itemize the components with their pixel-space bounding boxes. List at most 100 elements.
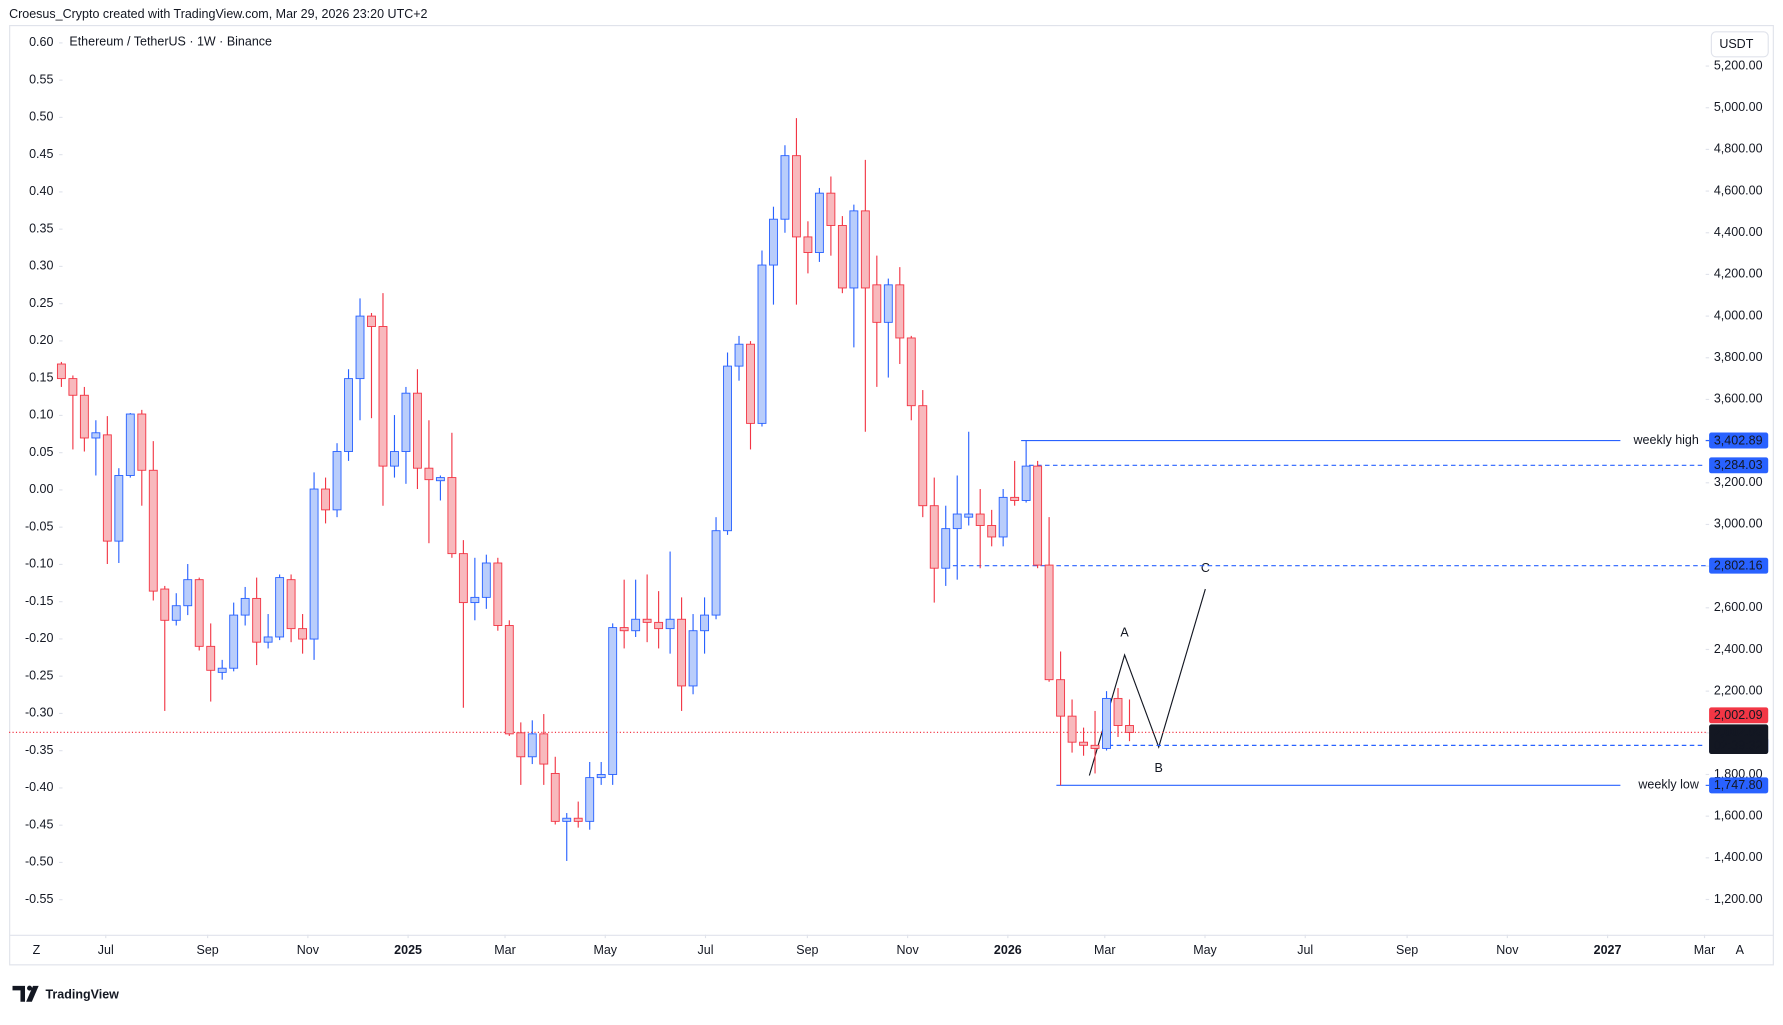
y2-tick-label: 0.25 xyxy=(29,296,53,310)
candle-body xyxy=(734,343,744,367)
candle-body xyxy=(493,562,503,626)
x-tick-label: Jul xyxy=(98,943,114,957)
y-tick-label: 2,600.00 xyxy=(1714,600,1763,614)
x-tick-label: Mar xyxy=(1094,943,1116,957)
candle-body xyxy=(964,513,974,518)
y-tick-label: 4,000.00 xyxy=(1714,308,1763,322)
y2-tick-label: -0.05 xyxy=(25,519,54,533)
y-tick-label: 3,600.00 xyxy=(1714,392,1763,406)
y2-tick-label: 0.60 xyxy=(29,35,53,49)
candle-body xyxy=(424,467,434,481)
x-tick-label: Sep xyxy=(1396,943,1418,957)
candle-body xyxy=(998,496,1008,538)
scale-button[interactable]: A xyxy=(1736,943,1745,957)
y-tick-label: 5,200.00 xyxy=(1714,58,1763,72)
level-price-label: 2,802.16 xyxy=(1714,559,1763,573)
candle-body xyxy=(918,405,928,507)
candle-body xyxy=(803,236,813,254)
level-price-box xyxy=(1709,457,1769,474)
y-tick-label: 3,200.00 xyxy=(1714,475,1763,489)
plot: 1,200.001,400.001,600.001,800.002,000.00… xyxy=(9,35,1769,957)
candle-body xyxy=(642,618,652,623)
candle-body xyxy=(987,525,997,538)
candle-body xyxy=(562,817,572,822)
y2-tick-label: 0.05 xyxy=(29,445,53,459)
candle-body xyxy=(975,513,985,526)
candle-body xyxy=(68,378,78,396)
candle-body xyxy=(91,432,101,439)
candle-body xyxy=(700,614,709,632)
y2-tick-label: 0.55 xyxy=(29,72,53,86)
level-price-box xyxy=(1709,557,1769,574)
candle-body xyxy=(458,553,468,604)
candle-body xyxy=(1113,697,1123,726)
candle-body xyxy=(665,618,675,630)
candle-body xyxy=(481,562,491,598)
y2-tick-label: -0.35 xyxy=(25,743,54,757)
last-price-label: 2,002.09 xyxy=(1714,708,1763,722)
candle-body xyxy=(711,530,721,616)
y2-tick-label: 0.00 xyxy=(29,482,53,496)
candle-body xyxy=(826,192,836,226)
candle-body xyxy=(516,732,526,758)
candle-body xyxy=(941,528,951,569)
level-name: weekly low xyxy=(1637,778,1699,792)
level-price-label: 3,284.03 xyxy=(1714,458,1763,472)
y-tick-label: 2,200.00 xyxy=(1714,683,1763,697)
candle-body xyxy=(504,625,514,735)
candle-body xyxy=(378,326,388,467)
caption: Croesus_Crypto created with TradingView.… xyxy=(9,7,427,21)
currency-box[interactable] xyxy=(1710,31,1769,58)
candle-body xyxy=(780,155,790,220)
candle-body xyxy=(286,579,296,630)
candle-body xyxy=(1021,465,1031,501)
candle-body xyxy=(608,627,618,775)
candle-body xyxy=(906,337,916,407)
candle-body xyxy=(619,627,629,632)
x-tick-label: Mar xyxy=(1694,943,1716,957)
candle-body xyxy=(895,284,905,339)
candle-body xyxy=(631,618,641,632)
x-tick-label: Nov xyxy=(297,943,320,957)
y2-tick-label: 0.15 xyxy=(29,370,53,384)
y-tick-label: 5,000.00 xyxy=(1714,100,1763,114)
candle-body xyxy=(125,413,135,476)
brand-logo: TradingView xyxy=(12,985,119,1002)
candle-body xyxy=(883,284,893,323)
x-tick-label: May xyxy=(593,943,617,957)
y2-tick-label: -0.10 xyxy=(25,557,54,571)
x-tick-label: Jul xyxy=(698,943,714,957)
x-tick-label: Sep xyxy=(197,943,219,957)
candle-body xyxy=(275,577,285,638)
candle-body xyxy=(654,621,664,630)
candle-body xyxy=(573,817,583,822)
y2-tick-label: 0.30 xyxy=(29,259,53,273)
y-tick-label: 4,600.00 xyxy=(1714,183,1763,197)
candle-body xyxy=(148,469,158,592)
candle-body xyxy=(298,628,308,640)
candle-body xyxy=(550,772,560,822)
candle-body xyxy=(1056,679,1066,717)
candle-body xyxy=(183,579,193,607)
y-tick-label: 3,000.00 xyxy=(1714,517,1763,531)
candle-body xyxy=(206,645,216,671)
y2-tick-label: -0.15 xyxy=(25,594,54,608)
level-price-label: 1,747.80 xyxy=(1714,778,1763,792)
y-tick-label: 3,800.00 xyxy=(1714,350,1763,364)
candle-body xyxy=(757,264,767,424)
candle-body xyxy=(435,477,445,482)
candle-body xyxy=(240,597,250,616)
candle-body xyxy=(1102,697,1111,749)
countdown-box xyxy=(1709,724,1769,754)
x-tick-label: 2025 xyxy=(394,943,422,957)
candle-body xyxy=(309,488,319,640)
candle-body xyxy=(1090,744,1100,749)
candle-body xyxy=(367,315,376,327)
candle-body xyxy=(1033,465,1043,566)
scale-button[interactable]: Z xyxy=(33,943,41,957)
logo-mark xyxy=(26,985,39,1002)
candle-body xyxy=(413,392,422,469)
candle-body xyxy=(1125,725,1134,733)
